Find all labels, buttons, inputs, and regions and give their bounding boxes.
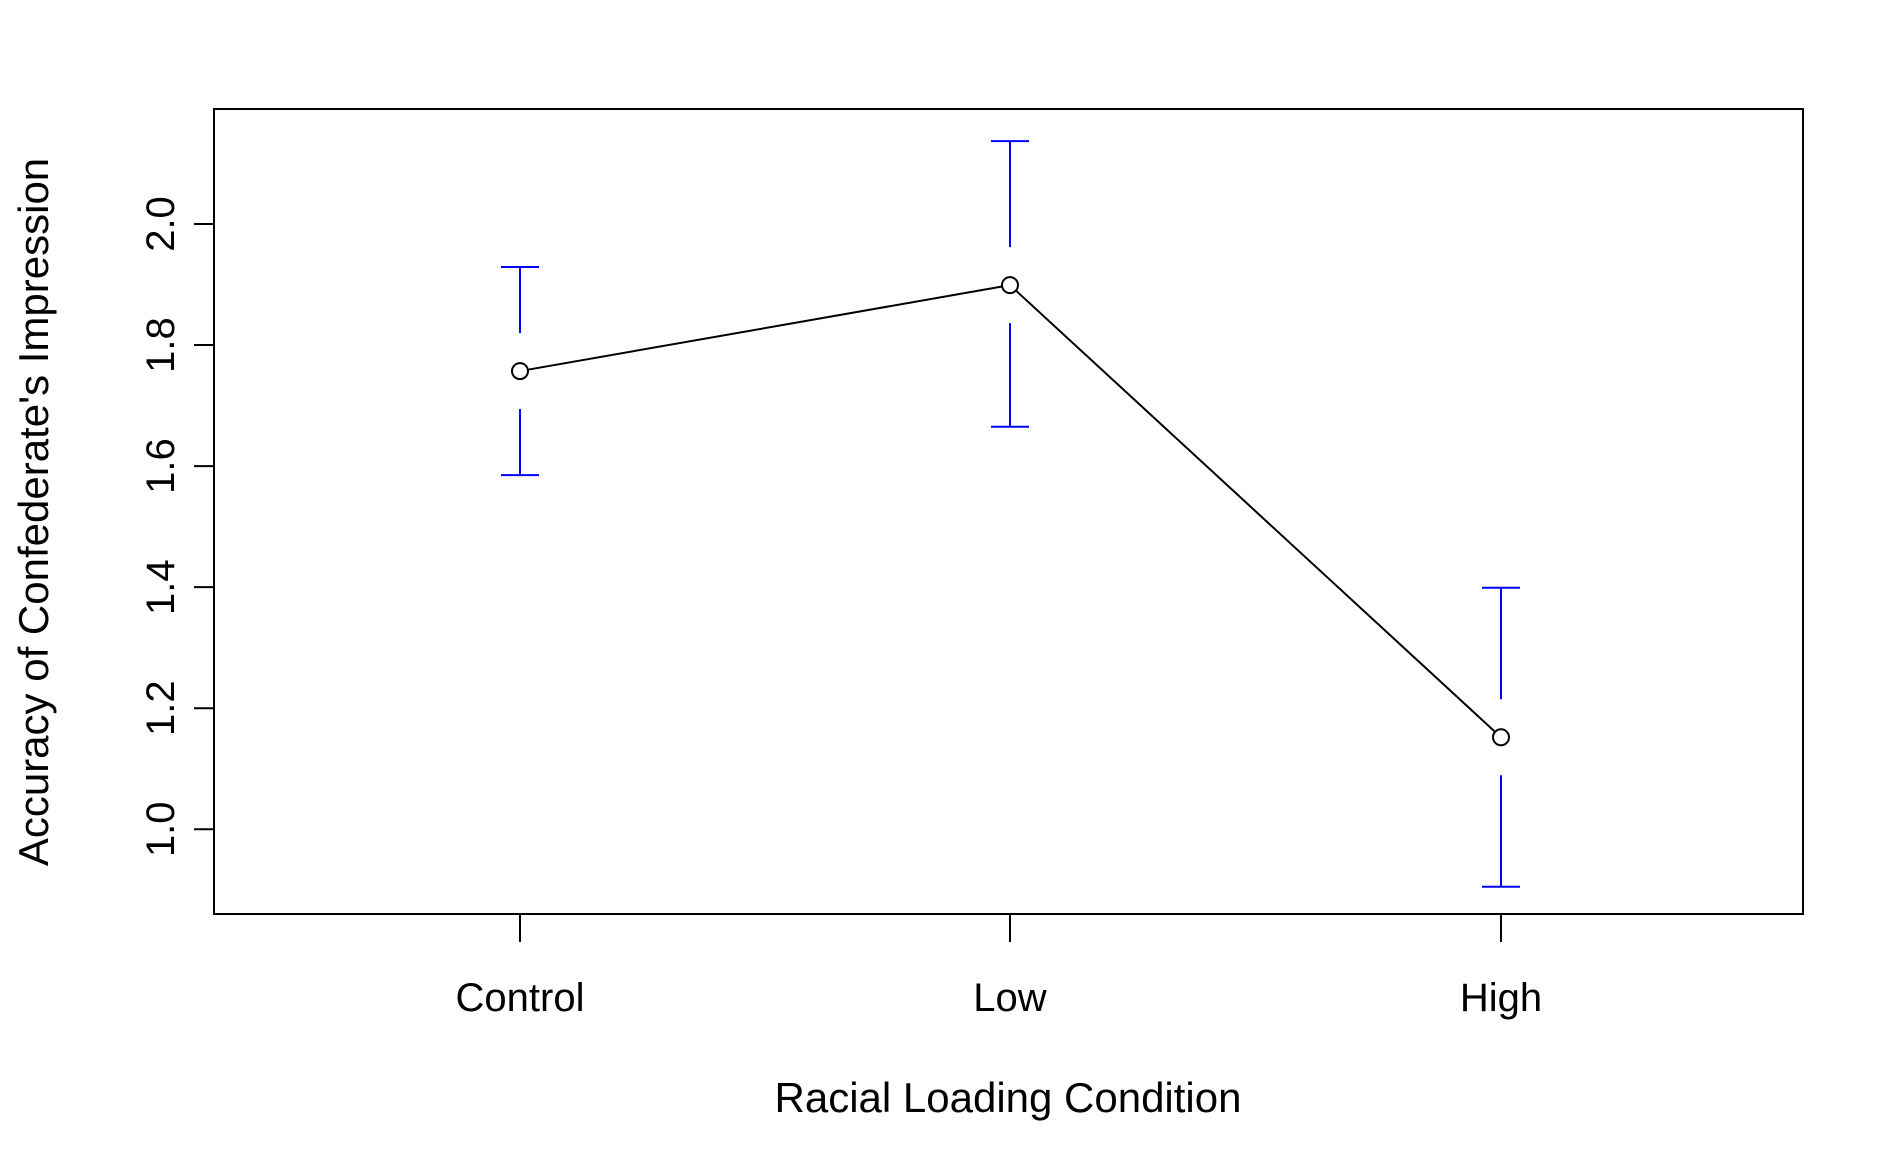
series-line-segment (527, 285, 1003, 371)
data-points (511, 276, 1510, 747)
x-tick-label: Low (973, 976, 1046, 1020)
data-point (1001, 276, 1019, 295)
y-tick-label: 1.4 (139, 559, 183, 615)
y-tick-label: 2.0 (139, 196, 183, 252)
y-tick-label: 1.0 (139, 801, 183, 857)
data-point (511, 362, 529, 381)
x-tick-label: Control (456, 976, 585, 1020)
series-line-segment (1015, 289, 1496, 733)
y-tick-label: 1.6 (139, 438, 183, 494)
y-tick-label: 1.8 (139, 317, 183, 373)
x-tick-label: High (1460, 976, 1542, 1020)
y-tick-label: 1.2 (139, 680, 183, 736)
error-bars (501, 140, 1520, 888)
y-axis: 1.0 1.2 1.4 1.6 1.8 2.0 (139, 196, 215, 857)
series-line-group (527, 285, 1496, 733)
x-axis: Control Low High (456, 913, 1542, 1020)
x-axis-label: Racial Loading Condition (775, 1074, 1242, 1121)
data-point (1492, 728, 1510, 747)
y-axis-label: Accuracy of Confederate's Impression (10, 158, 57, 866)
